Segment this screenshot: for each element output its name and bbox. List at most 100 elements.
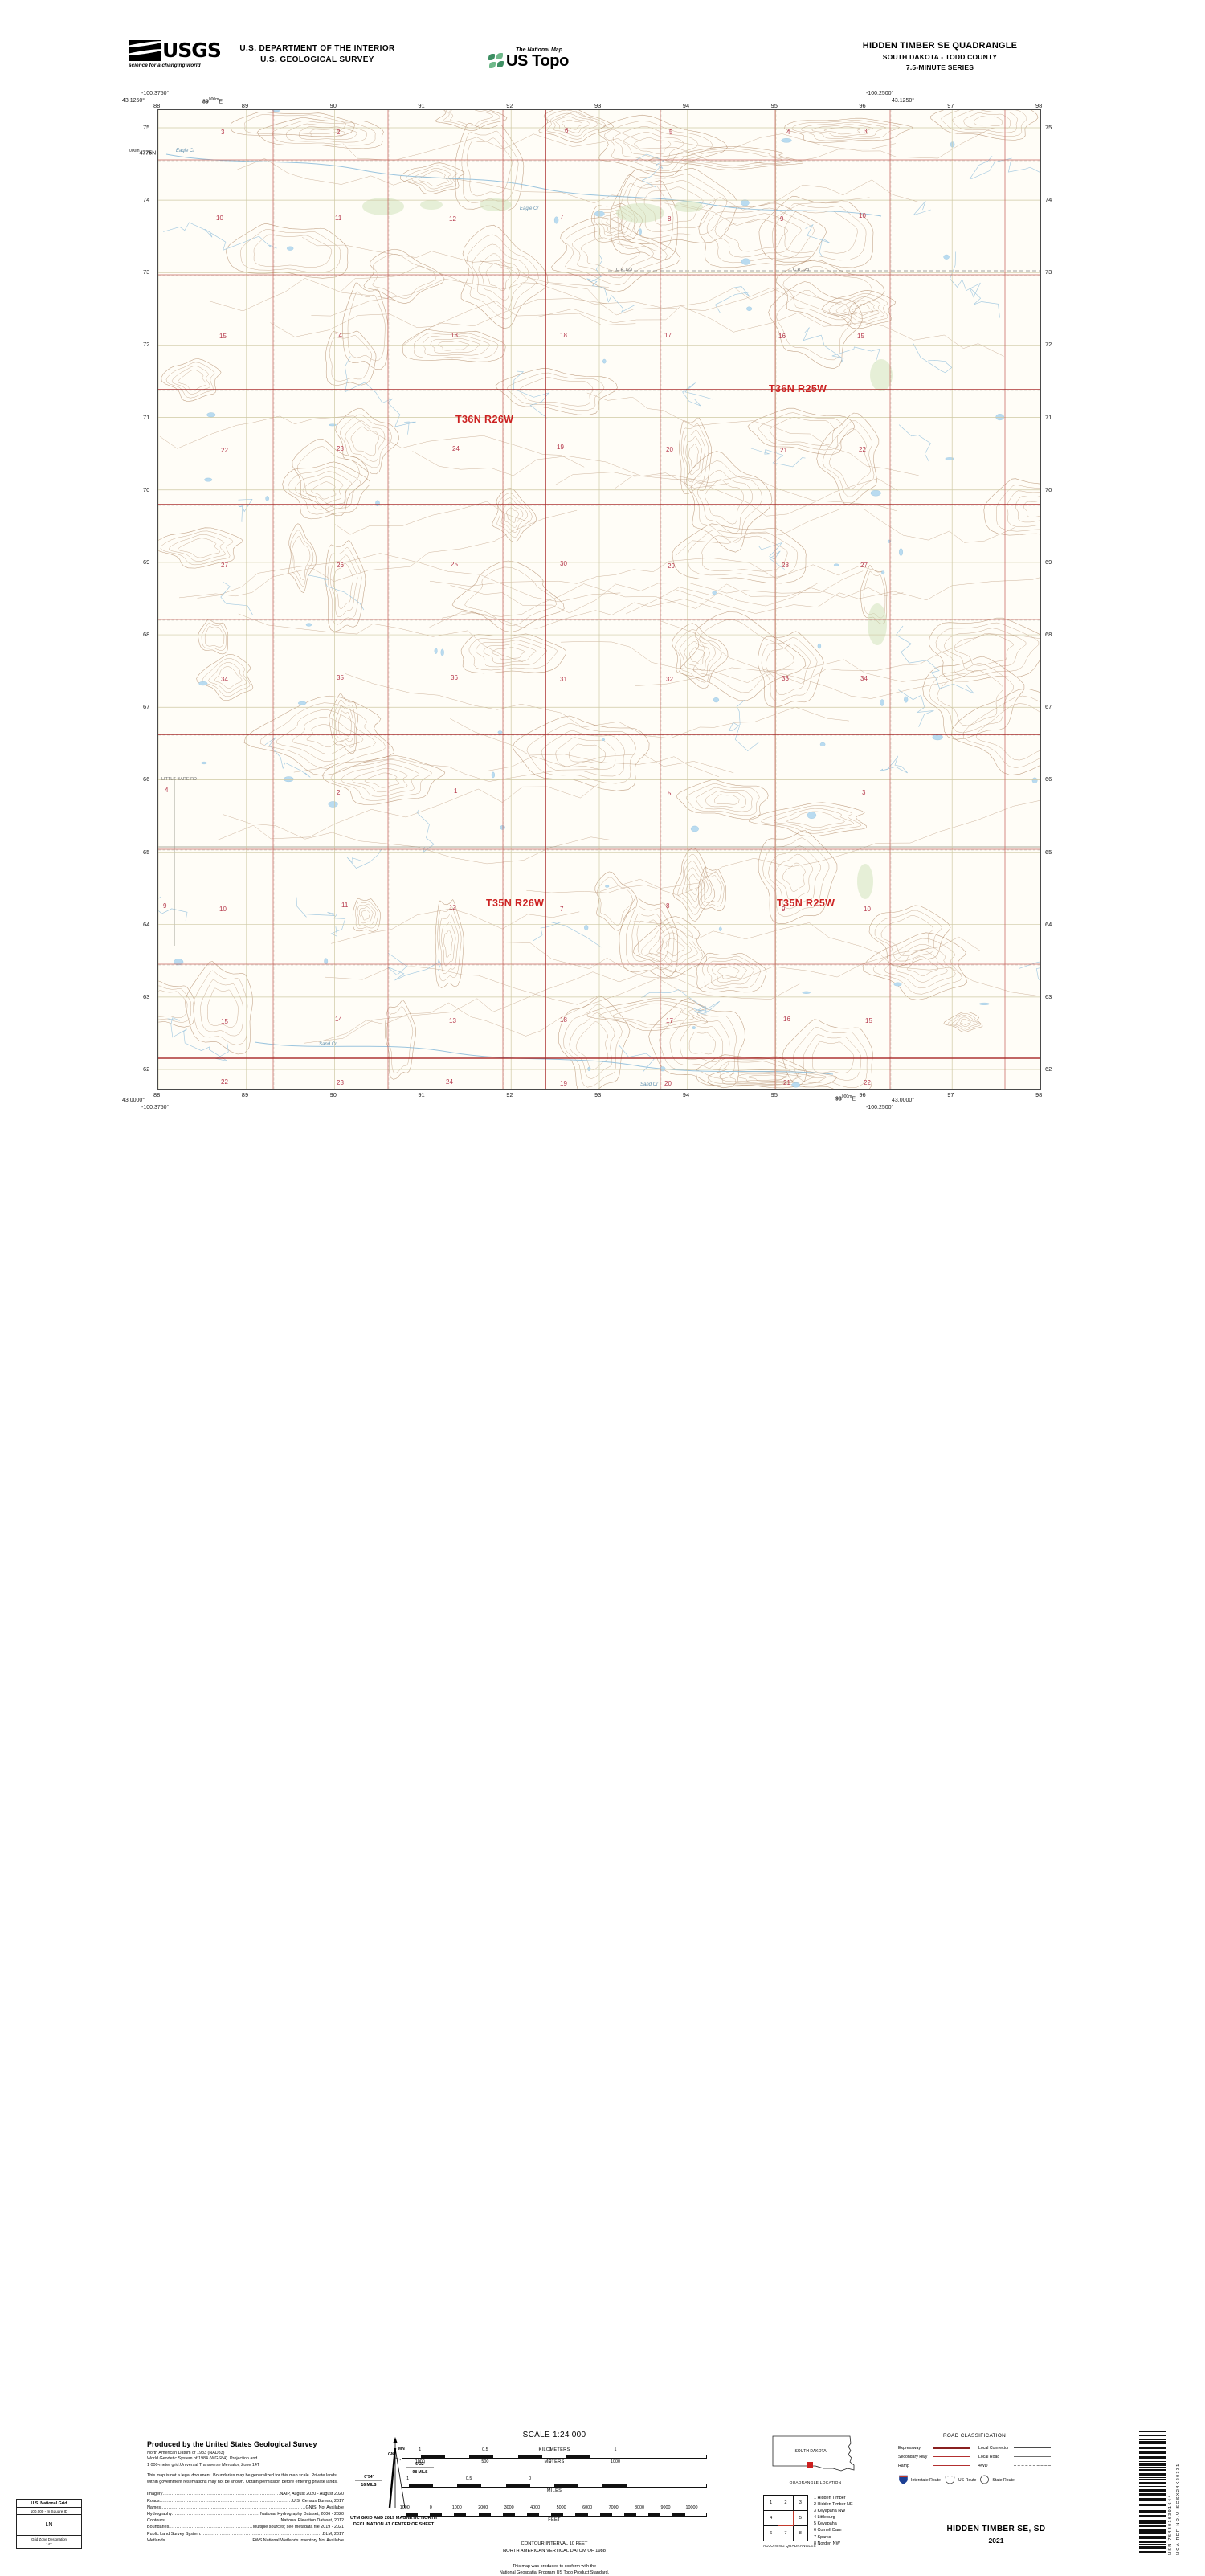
barcode-bar [1139,2473,1166,2476]
contour-note: CONTOUR INTERVAL 10 FEET NORTH AMERICAN … [402,2541,707,2554]
section-number: 11 [341,902,349,909]
northing-tick-62: 62 [1045,1065,1052,1073]
barcode-bars [1139,2431,1166,2555]
easting-tick-98: 98 [1035,102,1043,109]
usng-box: U.S. National Grid 100,000 - m Square ID… [16,2499,82,2549]
production-credits: Produced by the United States Geological… [147,2440,344,2544]
barcode-bar [1139,2461,1166,2462]
section-number: 10 [219,906,227,913]
route-shield-label: State Route [992,2478,1015,2483]
department-line-2: U.S. GEOLOGICAL SURVEY [260,55,374,64]
source-name: Wetlands [147,2537,165,2543]
source-name: Hydrography [147,2512,172,2517]
northing-tick-64: 64 [1045,920,1052,928]
adjoining-cell: 2 [778,2495,794,2511]
scale-bar-segment [554,2484,579,2487]
barcode-bar [1139,2515,1166,2517]
section-number: 9 [163,902,167,910]
adjoining-quad-name: 3 Keyapaha NW [814,2509,846,2514]
corner-se-latitude: 43.0000° [892,1098,915,1103]
conformance-line-1: This map was produced to conform with th… [512,2564,597,2570]
section-number: 36 [451,674,458,681]
route-shield-label: US Route [958,2478,977,2483]
scale-bar-segment [502,2513,515,2516]
miles-scale-bar: 1 0.5 0 MILES [402,2476,707,2494]
corner-ne-latitude: 43.1250° [892,98,915,104]
northing-tick-67: 67 [143,703,150,711]
barcode-bar [1139,2451,1166,2454]
us-topo-logo: The National Map US Topo [488,47,577,69]
credits-line-2: World Geodetic System of 1984 (WGS84). P… [147,2456,258,2462]
quad-name: HIDDEN TIMBER SE QUADRANGLE [862,41,1018,51]
road-class-label: Local Connector [978,2445,1009,2451]
quadrangle-title: HIDDEN TIMBER SE QUADRANGLE SOUTH DAKOTA… [803,40,1076,73]
barcode-bar [1139,2504,1166,2506]
map-label-overlay: 3 2 6 5 4 3 10 11 12 7 8 9 10 15 14 13 18 17 16 15 22 23 24 19 2… [158,110,1040,1089]
northing-tick-67: 67 [1045,703,1052,711]
source-name: Contours [147,2518,165,2524]
section-number: 31 [560,676,567,683]
usng-square-label: 100,000 - m Square ID [17,2508,81,2515]
easting-tick-94: 94 [682,1091,690,1098]
interstate-shield-icon [898,2475,909,2486]
corner-sw-latitude: 43.0000° [122,1098,145,1103]
scale-bar-segment [478,2513,491,2516]
leader-dots: ........................................… [162,2492,280,2497]
barcode-bar [1139,2551,1166,2553]
section-number: 7 [560,214,564,221]
adjoining-cell: 1 [762,2495,779,2511]
leader-dots: ........................................… [171,2512,261,2517]
scale-bar-segment [457,2484,482,2487]
scale-bar-segment [469,2455,494,2458]
easting-tick-88: 88 [153,1091,161,1098]
scale-bar-segment [566,2455,591,2458]
utm-easting-label-right: 98000mE [835,1094,856,1102]
section-number: 12 [449,904,456,911]
road-class-row: Local Connector [978,2443,1051,2452]
section-number: 27 [221,562,228,569]
section-number: 14 [335,332,342,339]
road-class-row: Local Road [978,2452,1051,2461]
road-class-label: Local Road [978,2454,1000,2459]
section-number: 16 [778,333,786,340]
scale-bar-segment [599,2513,612,2516]
road-class-label: Ramp [898,2463,909,2468]
section-number: 21 [780,447,787,454]
section-number: 11 [335,215,342,222]
section-number: 13 [449,1017,456,1024]
us-route-shield-icon [944,2475,956,2486]
quad-series: 7.5-MINUTE SERIES [905,63,974,72]
feet-ticks: 1000 0 1000 2000 3000 4000 5000 6000 7000 8000 900… [399,2505,707,2513]
source-name: Names [147,2504,161,2510]
scale-tick: 6000 [582,2505,593,2510]
section-number: 14 [335,1016,342,1023]
road-classification-legend: ROAD CLASSIFICATION Expressway Secondary … [898,2433,1051,2486]
source-value: BLM, 2017 [322,2531,344,2537]
km-bar [402,2455,707,2459]
adjoining-caption: ADJOINING QUADRANGLES [763,2544,816,2548]
scale-tick: 9000 [660,2505,671,2510]
bottom-quad-year: 2021 [988,2537,1004,2545]
adjoining-cell: 5 [792,2510,809,2526]
scale-tick: 7000 [608,2505,619,2510]
barcode-bar [1139,2431,1166,2432]
source-row: Imagery.................................… [147,2491,344,2497]
barcode-bar [1139,2489,1166,2492]
topographic-map[interactable]: 3 2 6 5 4 3 10 11 12 7 8 9 10 15 14 13 18 17 16 15 22 23 24 19 2… [157,109,1041,1090]
section-number: 30 [560,560,567,567]
feet-bar [402,2513,707,2517]
barcode-bar [1139,2510,1166,2513]
source-value: FWS National Wetlands Inventory Not Avai… [252,2537,344,2543]
road-class-row: Expressway [898,2443,970,2452]
barcode-bar [1139,2520,1166,2521]
barcode-bar [1139,2536,1166,2539]
section-number: 10 [864,906,871,913]
source-row: Wetlands................................… [147,2537,344,2544]
scale-tick: 1000 [399,2505,410,2510]
northing-tick-68: 68 [143,631,150,639]
grid-angle: 0°54' [364,2475,374,2480]
barcode-bar [1139,2482,1166,2484]
scale-tick: 4000 [530,2505,541,2510]
